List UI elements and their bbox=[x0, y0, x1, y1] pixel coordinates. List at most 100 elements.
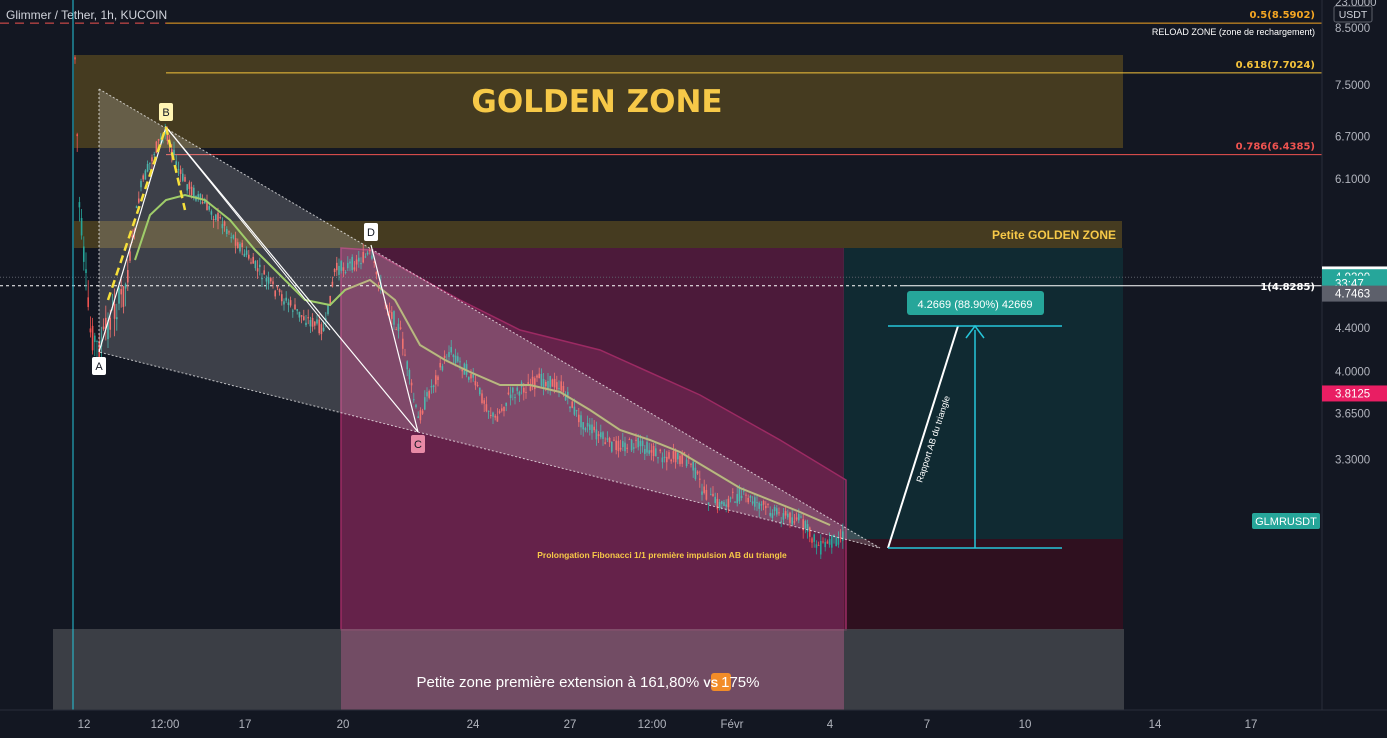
golden-zone-label: GOLDEN ZONE bbox=[471, 84, 722, 120]
candle-body bbox=[408, 370, 411, 380]
x-tick-label: 14 bbox=[1149, 719, 1162, 731]
candle-body bbox=[780, 521, 782, 523]
candle-body bbox=[734, 501, 736, 503]
candle-body bbox=[787, 513, 789, 518]
candle-body bbox=[245, 250, 248, 255]
candle-body bbox=[655, 448, 657, 457]
candle-body bbox=[353, 267, 356, 270]
candle-body bbox=[586, 423, 589, 427]
point-a-badge bbox=[92, 357, 106, 375]
x-tick-label: 12:00 bbox=[638, 719, 667, 731]
candle-body bbox=[102, 326, 105, 330]
candle-body bbox=[606, 438, 609, 440]
candle-body bbox=[578, 414, 580, 423]
candle-body bbox=[149, 162, 151, 164]
candle-body bbox=[571, 401, 573, 408]
candle-body bbox=[298, 311, 301, 318]
candle-body bbox=[637, 438, 639, 448]
candle-body bbox=[83, 246, 85, 262]
candle-body bbox=[661, 457, 664, 463]
candle-body bbox=[729, 497, 732, 499]
candle-body bbox=[351, 256, 353, 271]
candle-body bbox=[393, 311, 395, 325]
candle-body bbox=[756, 502, 758, 504]
candle-body bbox=[239, 243, 241, 252]
candle-body bbox=[157, 139, 160, 141]
candle-body bbox=[685, 459, 688, 467]
candle-body bbox=[507, 392, 510, 395]
candle-body bbox=[283, 301, 285, 305]
vs-badge: VS bbox=[703, 678, 721, 690]
candle-body bbox=[281, 294, 283, 302]
y-tick-label: 6.1000 bbox=[1335, 174, 1370, 186]
x-tick-label: 7 bbox=[924, 719, 930, 731]
candle-body bbox=[613, 439, 615, 441]
candle-body bbox=[278, 289, 281, 293]
candle-body bbox=[439, 362, 441, 368]
candle-body bbox=[736, 494, 738, 504]
candle-body bbox=[292, 310, 294, 312]
candle-body bbox=[146, 163, 149, 172]
candle-body bbox=[406, 361, 408, 370]
fib-1-label: 1(4.8285) bbox=[1260, 282, 1315, 293]
candle-body bbox=[219, 217, 221, 219]
candle-body bbox=[663, 456, 666, 458]
candle-body bbox=[96, 341, 98, 343]
candle-body bbox=[549, 375, 551, 388]
candle-body bbox=[333, 268, 336, 273]
candle-body bbox=[217, 212, 219, 222]
candle-body bbox=[113, 303, 116, 319]
fib-0618-label: 0.618(7.7024) bbox=[1236, 60, 1315, 71]
candle-body bbox=[366, 252, 369, 255]
candle-body bbox=[501, 408, 503, 411]
candle-body bbox=[454, 355, 457, 363]
candle-body bbox=[516, 387, 518, 391]
candle-body bbox=[496, 416, 499, 422]
bottom-extension-highlight bbox=[341, 629, 844, 710]
candle-body bbox=[349, 261, 351, 264]
candle-body bbox=[624, 442, 626, 452]
candle-body bbox=[617, 440, 620, 452]
candle-body bbox=[399, 327, 402, 329]
candle-body bbox=[437, 376, 439, 381]
candle-body bbox=[391, 312, 393, 319]
candle-body bbox=[699, 478, 701, 480]
candle-body bbox=[107, 320, 109, 340]
fib-05-label: 0.5(8.5902) bbox=[1250, 10, 1315, 21]
y-tick-label: 6.7000 bbox=[1335, 131, 1370, 143]
candle-body bbox=[743, 490, 745, 492]
candle-body bbox=[285, 297, 287, 301]
candle-body bbox=[138, 198, 140, 203]
candle-body bbox=[261, 277, 263, 280]
candle-body bbox=[644, 449, 646, 454]
candle-body bbox=[604, 442, 606, 444]
candle-body bbox=[677, 452, 679, 460]
candle-body bbox=[593, 426, 595, 431]
candle-body bbox=[628, 439, 631, 441]
candle-body bbox=[707, 502, 710, 504]
candle-body bbox=[573, 406, 576, 415]
candle-body bbox=[494, 415, 496, 418]
x-tick-label: 10 bbox=[1019, 719, 1032, 731]
candle-body bbox=[608, 437, 611, 443]
candle-body bbox=[155, 141, 158, 153]
candle-body bbox=[600, 432, 602, 438]
candle-body bbox=[105, 317, 107, 329]
price-tag-label: 4.7463 bbox=[1335, 289, 1370, 301]
candle-body bbox=[358, 257, 360, 262]
candle-body bbox=[714, 496, 716, 503]
candle-body bbox=[468, 377, 470, 380]
candle-body bbox=[509, 394, 512, 399]
candle-body bbox=[701, 491, 703, 495]
candle-body bbox=[545, 381, 547, 387]
candle-body bbox=[824, 542, 826, 548]
price-axis-bg bbox=[1322, 0, 1387, 738]
candle-body bbox=[648, 450, 650, 454]
candle-body bbox=[184, 177, 186, 182]
candle-body bbox=[344, 271, 347, 274]
candle-body bbox=[199, 193, 202, 199]
candle-body bbox=[443, 355, 446, 358]
candle-body bbox=[758, 502, 760, 509]
candle-body bbox=[404, 354, 406, 356]
